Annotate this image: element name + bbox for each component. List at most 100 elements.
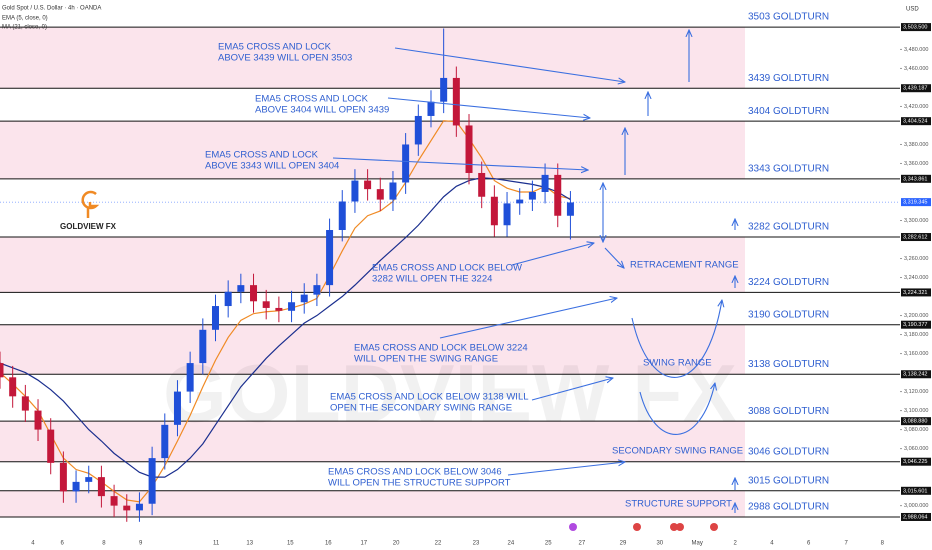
x-tick-label: 20	[393, 541, 400, 547]
logo-mark	[81, 190, 100, 210]
zone	[0, 490, 745, 517]
candle-body	[275, 307, 283, 311]
arrow	[511, 243, 594, 266]
candle-body	[389, 182, 397, 200]
range-label: STRUCTURE SUPPORT	[625, 499, 732, 510]
x-tick-label: 13	[246, 541, 253, 547]
y-tick-label: 3,200.000	[904, 313, 928, 319]
level-label: 3343 GOLDTURN	[748, 163, 829, 174]
x-tick-label: 25	[545, 541, 552, 547]
candle-body	[414, 115, 422, 145]
level-label: 2988 GOLDTURN	[748, 502, 829, 513]
annotation: ABOVE 3439 WILL OPEN 3503	[218, 53, 352, 64]
axes: 3,503.500 3,439.187 3,404.524 3,343.861 3,28…	[31, 23, 931, 547]
level-label: 3282 GOLDTURN	[748, 222, 829, 233]
swing-curve	[631, 300, 722, 378]
price-tag	[901, 370, 931, 379]
price-tag	[901, 233, 931, 242]
candle-body	[541, 174, 549, 192]
logo: GOLDVIEW FX	[60, 190, 117, 231]
x-tick-label: 8	[102, 541, 106, 547]
price-tag-label: 3,088.880	[903, 419, 927, 425]
event-icon	[676, 523, 684, 531]
plot	[0, 28, 900, 522]
price-tag-label: 3,224.321	[903, 290, 927, 296]
candle-body	[490, 196, 498, 226]
event-icon	[633, 523, 641, 531]
candle-body	[72, 481, 80, 492]
x-tick-label: 9	[139, 541, 143, 547]
annotation: ABOVE 3404 WILL OPEN 3439	[255, 105, 389, 116]
level-label: 3439 GOLDTURN	[748, 73, 829, 84]
x-tick-label: 15	[287, 541, 294, 547]
candle-body	[478, 172, 486, 197]
y-tick-label: 3,120.000	[904, 389, 928, 395]
price-tag-label: 3,404.524	[903, 119, 927, 125]
price-tag-label: 3,282.612	[903, 234, 927, 240]
x-tick-label: 7	[844, 541, 848, 547]
x-tick-label: 27	[578, 541, 585, 547]
event-icon	[710, 523, 718, 531]
candle-body	[364, 180, 372, 190]
range-label: SWING RANGE	[643, 358, 712, 369]
candle-body	[161, 424, 169, 459]
y-tick-label: 3,240.000	[904, 275, 928, 281]
price-tag	[901, 288, 931, 297]
price-tag-label: 3,015.601	[903, 488, 927, 494]
x-tick-label: 17	[360, 541, 367, 547]
candle-body	[402, 144, 410, 183]
candle-body	[110, 496, 118, 506]
zone	[0, 421, 745, 462]
x-tick-label: 24	[508, 541, 515, 547]
watermark: GOLDVIEW FX	[163, 349, 737, 440]
candle-body	[47, 429, 55, 463]
candle-body	[351, 180, 359, 202]
level-label: 3224 GOLDTURN	[748, 277, 829, 288]
level-label: 3404 GOLDTURN	[748, 106, 829, 117]
annotation: ABOVE 3343 WILL OPEN 3404	[205, 161, 339, 172]
candle-body	[250, 285, 258, 302]
candle-body	[427, 101, 435, 116]
candle-body	[199, 329, 207, 364]
candle-body	[262, 301, 270, 308]
currency: USD	[906, 7, 919, 13]
levels: 3503 GOLDTURN 3439 GOLDTURN 3404 GOLDTURN 3…	[0, 12, 900, 518]
y-tick-label: 3,000.000	[904, 503, 928, 509]
arrow	[531, 378, 613, 401]
x-tick-label: 29	[620, 541, 627, 547]
candle-body	[465, 125, 473, 173]
range-label: RETRACEMENT RANGE	[630, 260, 739, 271]
candle-body	[34, 410, 42, 430]
candle-body	[135, 503, 143, 511]
price-tag	[901, 320, 931, 329]
price-tag	[901, 174, 931, 183]
ma-line	[0, 177, 571, 478]
price-tag	[901, 84, 931, 93]
price-tag	[901, 117, 931, 126]
candle-body	[326, 230, 334, 286]
y-tick-label: 3,480.000	[904, 47, 928, 53]
level-label: 3503 GOLDTURN	[748, 12, 829, 23]
candle-body	[186, 363, 194, 392]
y-tick-label: 3,420.000	[904, 104, 928, 110]
event-icons	[569, 523, 718, 531]
candle-body	[376, 189, 384, 200]
y-tick-label: 3,180.000	[904, 332, 928, 338]
price-tag-label: 3,343.861	[903, 176, 927, 182]
x-tick-label: May	[692, 541, 703, 547]
candle-body	[566, 202, 574, 216]
zone	[0, 27, 745, 89]
x-tick-label: 4	[31, 541, 35, 547]
annotation: EMA5 CROSS AND LOCK BELOW	[372, 263, 522, 274]
annotation: WILL OPEN THE STRUCTURE SUPPORT	[328, 478, 511, 489]
y-tick-label: 3,300.000	[904, 218, 928, 224]
candle-body	[148, 458, 156, 504]
x-tick-label: 22	[435, 541, 442, 547]
event-icon	[670, 523, 678, 531]
candle-body	[85, 477, 93, 482]
annotation: EMA5 CROSS AND LOCK BELOW 3046	[328, 467, 502, 478]
arrow	[332, 157, 588, 170]
swing-curve	[639, 383, 715, 435]
